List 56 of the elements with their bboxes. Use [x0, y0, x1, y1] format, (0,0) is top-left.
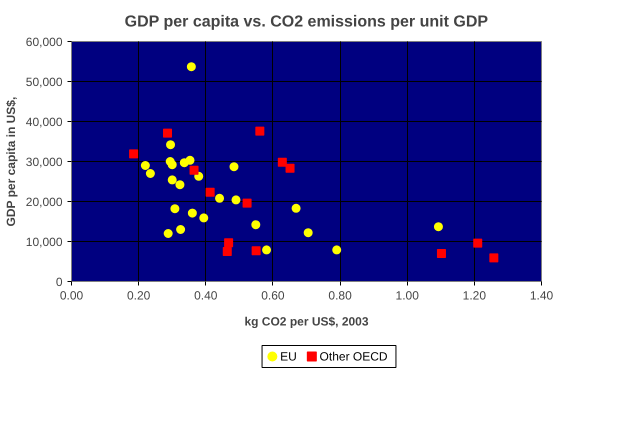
point — [473, 238, 482, 248]
x-tick-label: 0.80 — [328, 288, 352, 302]
point — [129, 149, 138, 158]
y-tick-label: 30,000 — [26, 155, 63, 169]
x-tick-label: 0.00 — [60, 288, 84, 302]
point — [222, 247, 232, 256]
point — [168, 175, 177, 184]
x-tick-label: 0.20 — [126, 288, 151, 302]
x-tick-label: 1.00 — [396, 288, 420, 302]
y-tick-label: 10,000 — [26, 235, 63, 249]
y-tick-label: 20,000 — [26, 195, 63, 209]
legend-label: EU — [280, 350, 297, 364]
point — [206, 188, 215, 197]
point — [186, 156, 195, 165]
point — [436, 249, 446, 258]
point — [188, 208, 197, 218]
point — [166, 140, 176, 150]
x-tick-label: 1.20 — [462, 288, 486, 302]
point — [286, 164, 295, 173]
point — [215, 194, 224, 203]
y-tick-label: 50,000 — [26, 75, 63, 89]
y-tick-label: 0 — [56, 275, 63, 289]
x-tick-label: 0.40 — [194, 288, 218, 302]
point — [252, 246, 261, 256]
point — [224, 238, 234, 248]
point — [164, 229, 173, 238]
point — [292, 204, 301, 213]
point — [170, 204, 180, 214]
point — [251, 220, 260, 230]
point — [304, 228, 313, 238]
point — [242, 198, 252, 208]
point — [255, 126, 264, 136]
point — [146, 169, 155, 178]
y-axis-title: GDP per capita in US$, — [4, 96, 18, 227]
point — [232, 195, 240, 204]
point — [140, 161, 150, 170]
point — [186, 62, 196, 72]
x-tick-label: 1.40 — [530, 288, 554, 302]
chart-title: GDP per capita vs. CO2 emissions per unit GDP — [124, 14, 488, 30]
point — [163, 128, 172, 138]
point — [332, 245, 342, 254]
point — [168, 160, 177, 170]
point — [176, 225, 186, 234]
legend-label: Other OECD — [320, 350, 388, 364]
point — [190, 166, 199, 175]
point — [229, 162, 238, 172]
y-tick-label: 40,000 — [26, 115, 63, 129]
point — [278, 158, 287, 167]
point — [199, 213, 208, 222]
y-tick-label: 60,000 — [26, 35, 63, 49]
point — [434, 222, 443, 232]
point — [175, 180, 184, 190]
x-tick-label: 0.60 — [261, 288, 285, 302]
point — [489, 253, 498, 262]
point — [262, 245, 272, 254]
x-axis-title: kg CO2 per US$, 2003 — [244, 314, 369, 328]
